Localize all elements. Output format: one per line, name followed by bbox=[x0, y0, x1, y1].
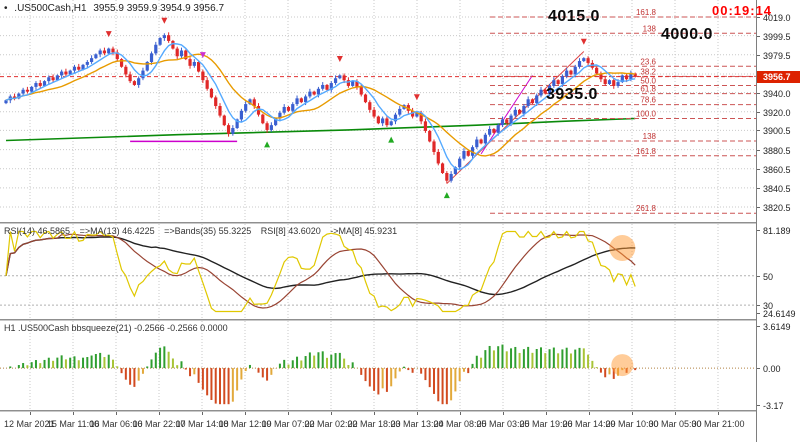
svg-text:138: 138 bbox=[643, 132, 657, 141]
current-price-badge: 3956.7 bbox=[757, 70, 800, 83]
ma-fast-line bbox=[5, 42, 636, 171]
bbsqueeze-panel: H1 .US500Cash bbsqueeze(21) -0.2566 -0.2… bbox=[0, 321, 756, 410]
rsi-value: RSI(14) 46.5865 bbox=[4, 226, 71, 236]
squeeze-axis-label: 3.6149 bbox=[763, 322, 791, 332]
time-axis-label: 30 Mar 21:00 bbox=[691, 419, 745, 429]
rsi-axis-label: 81.189 bbox=[763, 226, 791, 236]
time-axis-label: 15 Mar 11:00 bbox=[46, 419, 100, 429]
candle-countdown-timer: 00:19:14 bbox=[712, 3, 773, 18]
price-target-label: 3935.0 bbox=[546, 86, 598, 103]
time-axis-label: 17 Mar 14:00 bbox=[175, 419, 229, 429]
sell-arrow-icon bbox=[336, 55, 343, 62]
price-axis-label: 3860.5 bbox=[763, 164, 791, 175]
svg-text:100.0: 100.0 bbox=[636, 109, 657, 118]
svg-text:61.8: 61.8 bbox=[640, 85, 656, 94]
time-axis-label: 22 Mar 18:00 bbox=[347, 419, 401, 429]
price-axis-label: 3880.5 bbox=[763, 145, 791, 156]
time-axis[interactable]: 12 Mar 2021 15 Mar 11:00 16 Mar 06:00 16 Ma… bbox=[0, 412, 756, 442]
price-axis-label: 3840.5 bbox=[763, 183, 791, 194]
rsi-ma-value: =>MA(13) 46.4225 bbox=[79, 226, 155, 236]
price-axis-label: 4019.0 bbox=[763, 13, 791, 23]
time-axis-label: 26 Mar 14:00 bbox=[562, 419, 616, 429]
rsi-panel: RSI(14) 46.5865 =>MA(13) 46.4225 =>Bands… bbox=[0, 224, 756, 319]
buy-arrow-icon bbox=[264, 141, 271, 148]
main-chart-panel: 161.8 138 23.6 38.2 50.0 61.8 78.6 100.0 138 161.… bbox=[0, 0, 756, 222]
sell-arrow-icon bbox=[199, 52, 206, 59]
time-axis-label: 30 Mar 05:00 bbox=[648, 419, 702, 429]
time-axis-label: 22 Mar 02:00 bbox=[304, 419, 358, 429]
squeeze-histogram bbox=[9, 344, 637, 405]
highlight-circle bbox=[609, 235, 636, 262]
svg-text:161.8: 161.8 bbox=[636, 147, 657, 156]
rsi-indicator-header: RSI(14) 46.5865 =>MA(13) 46.4225 =>Bands… bbox=[4, 226, 404, 236]
rsi-axis-label: 30 bbox=[763, 301, 774, 312]
rsi-axis-label: 50 bbox=[763, 271, 774, 282]
price-target-label: 4000.0 bbox=[661, 26, 713, 43]
price-target-label: 4015.0 bbox=[548, 8, 600, 25]
svg-text:38.2: 38.2 bbox=[640, 67, 656, 76]
svg-text:161.8: 161.8 bbox=[636, 8, 657, 17]
rsi-axis-label: 24.6149 bbox=[763, 309, 796, 319]
main-price-chart[interactable]: 161.8 138 23.638.250.061.8 78.6 100.0 138 161.… bbox=[0, 0, 756, 222]
rsi-main-line bbox=[5, 230, 636, 313]
panel-splitter-1[interactable] bbox=[0, 222, 800, 224]
main-grid bbox=[0, 0, 756, 222]
rsi-indicator-chart[interactable] bbox=[0, 224, 756, 319]
buy-arrow-icon bbox=[443, 192, 450, 199]
price-axis-label: 3999.5 bbox=[763, 31, 791, 42]
symbol-marker-icon: • bbox=[4, 3, 8, 14]
svg-text:50.0: 50.0 bbox=[640, 76, 656, 85]
rsi8-ma-value: ->MA[8] 45.9231 bbox=[330, 226, 398, 236]
bbsqueeze-values: H1 .US500Cash bbsqueeze(21) -0.2566 -0.2… bbox=[4, 323, 228, 333]
time-axis-label: 24 Mar 08:00 bbox=[433, 419, 487, 429]
svg-text:138: 138 bbox=[643, 24, 657, 33]
time-axis-label: 29 Mar 10:00 bbox=[605, 419, 659, 429]
svg-text:23.6: 23.6 bbox=[640, 57, 656, 66]
time-axis-label: 12 Mar 2021 bbox=[4, 419, 55, 429]
squeeze-axis-label: -3.17 bbox=[763, 401, 784, 411]
bbsqueeze-indicator-header: H1 .US500Cash bbsqueeze(21) -0.2566 -0.2… bbox=[4, 323, 235, 333]
fibonacci-levels: 161.8 138 23.638.250.061.8 78.6 100.0 138 161.… bbox=[490, 8, 756, 214]
price-axis-label: 3940.0 bbox=[763, 88, 791, 99]
price-axis-label: 3979.5 bbox=[763, 50, 791, 61]
green-ma-line bbox=[5, 117, 636, 142]
sell-arrow-icon bbox=[161, 17, 168, 24]
squeeze-axis-label: 0.00 bbox=[763, 364, 781, 375]
chart-title: • .US500Cash,H1 3955.9 3959.9 3954.9 395… bbox=[4, 3, 228, 14]
panel-splitter-2[interactable] bbox=[0, 319, 800, 321]
rsi8-value: RSI[8] 43.6020 bbox=[260, 226, 321, 236]
ohlc-readout: 3955.9 3959.9 3954.9 3956.7 bbox=[93, 3, 225, 14]
time-axis-label: 25 Mar 19:00 bbox=[519, 419, 573, 429]
sell-arrow-icon bbox=[580, 38, 587, 45]
price-axis-label: 3920.0 bbox=[763, 107, 791, 118]
svg-text:261.8: 261.8 bbox=[636, 204, 657, 213]
sell-arrow-icon bbox=[413, 94, 420, 101]
rsi-band-line bbox=[5, 236, 636, 296]
buy-arrow-icon bbox=[388, 136, 395, 143]
time-axis-label: 16 Mar 06:00 bbox=[89, 419, 143, 429]
panel-splitter-3[interactable] bbox=[0, 410, 800, 412]
price-axis-label: 3820.5 bbox=[763, 203, 791, 213]
symbol-name: .US500Cash,H1 bbox=[14, 3, 87, 14]
time-axis-label: 18 Mar 12:00 bbox=[218, 419, 272, 429]
ma-slow-line bbox=[5, 53, 636, 157]
time-axis-label: 25 Mar 03:00 bbox=[476, 419, 530, 429]
highlight-circle bbox=[611, 354, 634, 377]
price-axis-label: 3900.5 bbox=[763, 126, 791, 137]
candles-layer bbox=[4, 32, 637, 184]
svg-text:78.6: 78.6 bbox=[640, 96, 656, 105]
time-axis-label: 19 Mar 07:00 bbox=[261, 419, 315, 429]
price-axis[interactable]: 4019.03999.53979.53959.53940.03920.03900… bbox=[756, 0, 800, 442]
time-axis-label: 16 Mar 22:00 bbox=[132, 419, 186, 429]
sell-arrow-icon bbox=[105, 31, 112, 38]
time-axis-label: 23 Mar 13:00 bbox=[390, 419, 444, 429]
rsi-bands-value: =>Bands(35) 55.3225 bbox=[164, 226, 252, 236]
drawn-segment bbox=[446, 51, 585, 184]
bbsqueeze-indicator-chart[interactable] bbox=[0, 321, 756, 410]
